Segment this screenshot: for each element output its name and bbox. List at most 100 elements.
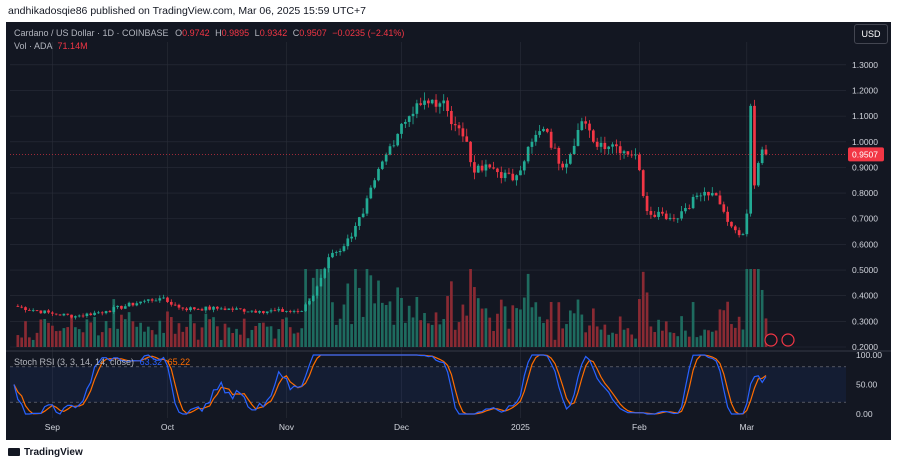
volume-bar: [108, 328, 112, 347]
volume-bar: [384, 305, 388, 347]
candle-body: [404, 121, 407, 124]
candle-body: [707, 191, 710, 196]
candle-body: [714, 193, 718, 196]
volume-bar: [143, 331, 146, 347]
volume-bar: [262, 322, 265, 347]
volume-bar: [726, 301, 729, 347]
candle-body: [622, 151, 626, 154]
volume-bar: [522, 297, 526, 347]
volume-bar: [703, 329, 706, 347]
candle-body: [503, 172, 507, 179]
candle-body: [576, 129, 580, 146]
price-tick-label: 0.8000: [852, 188, 878, 198]
volume-bar: [419, 320, 423, 347]
volume-bar: [54, 331, 58, 347]
candle-body: [219, 308, 223, 310]
volume-bar: [756, 269, 760, 347]
candle-body: [684, 208, 687, 212]
volume-bar: [411, 317, 415, 347]
volume-bar: [733, 327, 737, 347]
volume-bar: [58, 330, 62, 347]
candle-body: [231, 308, 235, 310]
volume-bar: [369, 275, 373, 347]
price-chart-svg[interactable]: 1.3000 1.2000 1.1000 1.0000 0.9000 0.8000 0.70…: [6, 22, 891, 440]
volume-bar: [484, 308, 488, 347]
volume-bar: [177, 323, 181, 347]
volume-bar: [173, 333, 177, 347]
volume-bar: [407, 305, 411, 347]
volume-bar: [43, 318, 47, 347]
volume-bar: [277, 329, 281, 347]
volume-bar: [396, 287, 400, 347]
candle-body: [430, 99, 434, 104]
open-value: 0.9742: [182, 28, 210, 38]
candle-body: [127, 302, 131, 307]
volume-bar: [699, 335, 703, 347]
volume-bar: [373, 303, 376, 347]
volume-bar: [388, 301, 392, 347]
volume-bar: [722, 310, 726, 347]
candle-body: [28, 309, 31, 311]
candle-body: [526, 146, 530, 162]
volume-bar: [645, 292, 649, 347]
volume-bar: [461, 304, 465, 347]
volume-bar: [638, 299, 641, 347]
volume-bar: [473, 287, 476, 347]
candle-body: [273, 310, 277, 312]
volume-bar: [139, 322, 142, 347]
volume-bar: [377, 280, 380, 347]
volume-bar: [227, 327, 231, 347]
candle-body: [595, 141, 599, 147]
candle-body: [492, 167, 495, 169]
volume-bar: [423, 313, 426, 347]
volume-bar: [300, 328, 304, 347]
volume-bar: [415, 296, 419, 347]
currency-button[interactable]: USD: [854, 24, 888, 44]
volume-bar: [315, 269, 319, 347]
volume-bar: [334, 324, 338, 347]
volume-bar: [361, 316, 365, 347]
volume-bar: [714, 330, 718, 347]
volume-bar: [672, 332, 676, 347]
volume-bar: [254, 326, 258, 347]
candle-body: [427, 100, 430, 104]
candle-body: [135, 303, 139, 306]
candle-body: [380, 161, 384, 169]
candle-body: [419, 103, 423, 105]
volume-bar: [427, 323, 430, 347]
candle-body: [519, 170, 522, 176]
volume-bar: [200, 327, 204, 347]
volume-bar: [288, 327, 292, 347]
candle-body: [342, 246, 346, 252]
candle-body: [365, 198, 369, 214]
candle-body: [438, 103, 442, 107]
stoch-band: [10, 366, 846, 403]
volume-bar: [710, 331, 714, 347]
candle-body: [645, 195, 649, 212]
candle-body: [699, 195, 703, 197]
candle-body: [588, 123, 591, 131]
volume-bar: [51, 325, 54, 347]
tradingview-logo-icon: [8, 448, 20, 456]
candle-body: [534, 134, 538, 142]
stoch-legend: Stoch RSI (3, 3, 14, 14, close) 63.32 65…: [14, 357, 190, 367]
candle-body: [584, 121, 588, 124]
chart-frame[interactable]: 1.3000 1.2000 1.1000 1.0000 0.9000 0.8000 0.70…: [6, 22, 891, 440]
volume-bar: [285, 317, 288, 347]
volume-bar: [595, 326, 599, 347]
volume-bar: [292, 333, 296, 347]
volume-bar: [311, 277, 315, 347]
volume-bar: [39, 319, 43, 347]
candle-body: [16, 305, 20, 307]
candle-body: [181, 307, 185, 309]
candle-body: [542, 128, 545, 132]
volume-bar: [561, 328, 564, 347]
candle-body: [70, 314, 73, 318]
volume-bar: [127, 312, 131, 347]
volume-bar: [565, 324, 568, 347]
candle-body: [400, 123, 403, 134]
volume-value: 71.14M: [57, 41, 88, 51]
volume-bar: [507, 328, 511, 347]
candle-body: [465, 136, 469, 142]
volume-bar: [538, 316, 541, 347]
